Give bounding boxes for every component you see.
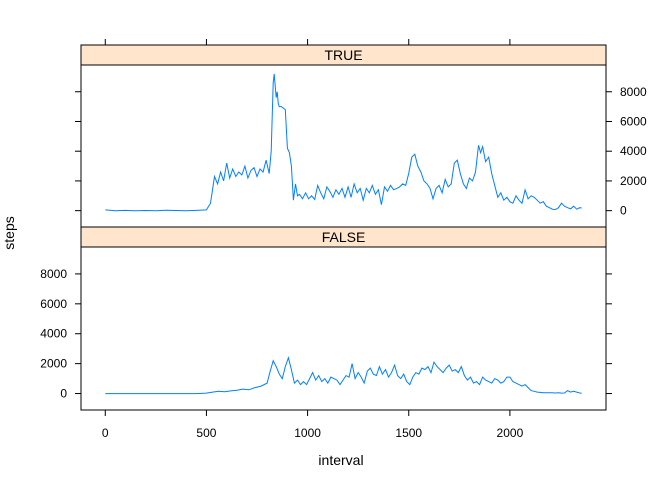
axes-layer: 0 2000 4000 6000 8000 0 2000 4000 6000 8000 0 500 10… [40,39,647,440]
y-tick-label-false: 2000 [40,357,67,371]
x-tick-label: 0 [102,426,109,440]
x-tick-label: 1000 [294,426,321,440]
panel-frame-true [80,64,607,228]
series-line-true [105,73,582,212]
y-tick-label-true: 0 [620,204,627,218]
strip-label-false: FALSE [322,229,366,245]
x-tick-label: 500 [196,426,216,440]
x-axis-label: interval [318,452,363,468]
y-tick-label-false: 8000 [40,267,67,281]
y-tick-label-true: 4000 [620,144,647,158]
y-tick-label-false: 0 [60,387,67,401]
panel-frame-false [80,246,607,411]
strip-label-true: TRUE [324,47,362,63]
panels-layer: TRUE FALSE [80,44,607,411]
y-tick-label-false: 6000 [40,297,67,311]
y-tick-label-true: 8000 [620,85,647,99]
y-axis-label: steps [1,216,17,249]
y-tick-label-true: 6000 [620,114,647,128]
x-tick-label: 1500 [395,426,422,440]
series-line-false [105,355,582,395]
y-tick-label-true: 2000 [620,174,647,188]
x-tick-label: 2000 [497,426,524,440]
y-tick-label-false: 4000 [40,327,67,341]
